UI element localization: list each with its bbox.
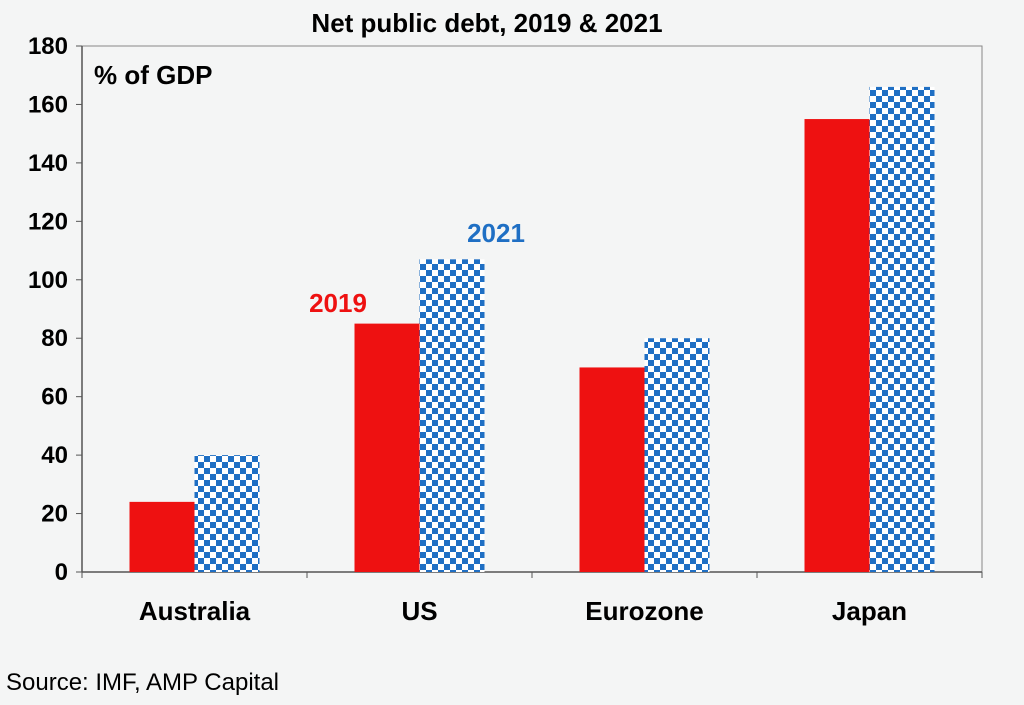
y-tick-label: 140 [28,150,68,177]
y-tick-label: 60 [41,384,68,411]
source-note: Source: IMF, AMP Capital [6,669,279,696]
legend-2019: 2019 [309,288,367,318]
chart-title: Net public debt, 2019 & 2021 [311,8,662,38]
y-tick-label: 160 [28,91,68,118]
x-category-label: US [401,596,437,626]
bar-2019-japan [804,119,870,573]
y-tick-label: 0 [55,559,68,586]
bar-2021-australia [194,455,260,572]
legend-2021: 2021 [467,218,525,248]
bar-2019-australia [129,501,195,572]
y-tick-label: 100 [28,267,68,294]
bar-2019-us [354,323,420,572]
y-tick-label: 120 [28,208,68,235]
y-tick-label: 40 [41,442,68,469]
x-category-label: Japan [832,596,907,626]
y-axis-label: % of GDP [94,60,212,90]
y-tick-label: 80 [41,325,68,352]
y-tick-label: 180 [28,33,68,60]
bar-2021-eurozone [644,338,710,572]
x-category-label: Australia [139,596,251,626]
y-tick-label: 20 [41,501,68,528]
x-category-label: Eurozone [585,596,703,626]
bar-2021-japan [869,86,935,573]
bar-2019-eurozone [579,367,645,572]
bar-2021-us [419,259,485,572]
